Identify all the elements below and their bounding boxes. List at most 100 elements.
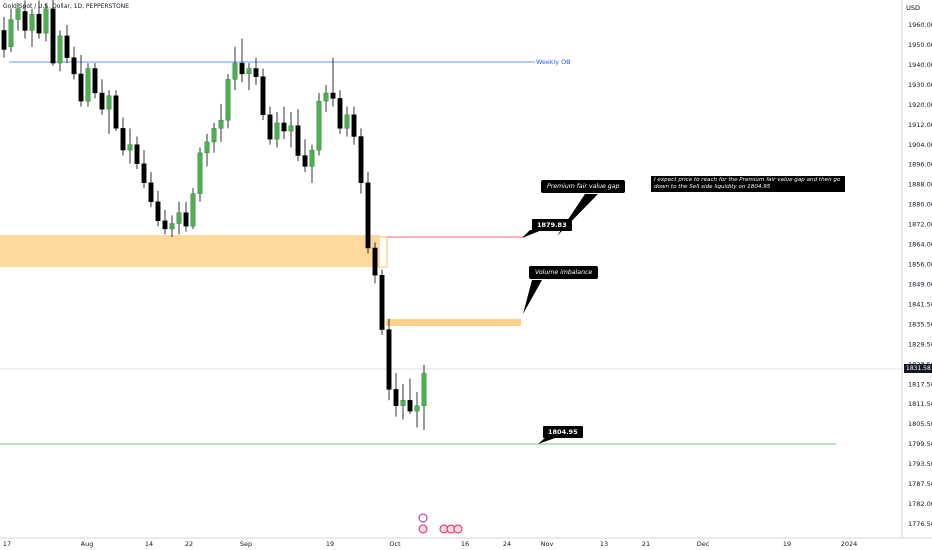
candle xyxy=(120,117,126,156)
candle-body xyxy=(295,125,301,156)
y-tick-label: 1856.00 xyxy=(908,261,932,269)
candle-body xyxy=(78,73,84,102)
candle-body xyxy=(134,144,140,164)
candle-body xyxy=(148,182,154,202)
x-tick-label: 24 xyxy=(503,540,511,548)
premium-fair-value-gap-zone xyxy=(0,235,379,267)
event-icons xyxy=(418,513,463,534)
candle-body xyxy=(407,400,413,412)
y-tick-label: 1782.00 xyxy=(908,500,932,508)
candle xyxy=(36,0,42,39)
candle-body xyxy=(64,35,70,58)
callout-pointers xyxy=(522,194,598,444)
flag-icon xyxy=(453,524,463,534)
candle-body xyxy=(316,100,322,151)
candle-body xyxy=(8,19,14,47)
candle-body xyxy=(274,122,280,140)
currency-label: USD xyxy=(906,4,920,12)
candle-body xyxy=(218,119,224,129)
candle-body xyxy=(50,8,56,64)
y-tick-label: 1904.00 xyxy=(908,141,932,149)
candle xyxy=(211,122,217,153)
y-tick-label: 1888.00 xyxy=(908,181,932,189)
candle-body xyxy=(358,136,364,183)
candle xyxy=(162,209,168,235)
candle-body xyxy=(386,329,392,390)
candle-body xyxy=(99,92,105,110)
candle xyxy=(253,57,259,85)
candle xyxy=(246,63,252,91)
candle-body xyxy=(22,11,28,31)
candle xyxy=(407,378,413,414)
candle xyxy=(358,128,364,194)
candle-body xyxy=(155,201,161,221)
candle xyxy=(260,68,266,121)
candle xyxy=(414,392,420,428)
candle xyxy=(267,106,273,145)
candle xyxy=(78,54,84,107)
candle-body xyxy=(393,389,399,406)
premium-zone-extension xyxy=(378,236,388,268)
target-price-pointer xyxy=(538,437,558,444)
candle-body xyxy=(414,405,420,412)
y-tick-label: 1841.50 xyxy=(908,300,932,308)
candle-body xyxy=(253,68,259,77)
x-tick-label: Sep xyxy=(240,540,252,548)
candle-body xyxy=(190,193,196,227)
x-tick-label: 13 xyxy=(600,540,608,548)
candle-body xyxy=(183,212,189,227)
candle xyxy=(274,112,280,148)
candle-body xyxy=(29,13,35,31)
candle xyxy=(57,30,63,72)
candle-body xyxy=(260,76,266,115)
x-tick-label: Dec xyxy=(697,540,710,548)
candle-body xyxy=(309,149,315,167)
candle xyxy=(15,3,21,31)
candle-body xyxy=(267,114,273,140)
candle xyxy=(127,128,133,164)
candle xyxy=(218,103,224,142)
candle-body xyxy=(351,114,357,137)
x-tick-label: 21 xyxy=(642,540,650,548)
candle-body xyxy=(232,62,238,80)
candle-body xyxy=(288,125,294,132)
candle xyxy=(337,90,343,134)
candle-body xyxy=(127,144,133,151)
y-tick-label: 1776.50 xyxy=(908,520,932,528)
x-tick-label: 19 xyxy=(783,540,791,548)
y-tick-label: 1930.00 xyxy=(908,81,932,89)
candle xyxy=(50,0,56,66)
flag-icon xyxy=(418,524,428,534)
candle xyxy=(43,3,49,42)
candle xyxy=(1,16,7,58)
x-tick-label: 19 xyxy=(326,540,334,548)
x-tick-label: 22 xyxy=(185,540,193,548)
candle-body xyxy=(141,163,147,183)
premium-price-pointer xyxy=(522,230,542,238)
candle xyxy=(204,133,210,167)
candle-body xyxy=(120,128,126,151)
candle xyxy=(302,139,308,172)
y-tick-label: 1793.50 xyxy=(908,460,932,468)
y-tick-label: 1912.00 xyxy=(908,121,932,129)
candle xyxy=(400,383,406,420)
target-price-tag: 1804.95 xyxy=(543,426,583,438)
candle-body xyxy=(330,92,336,99)
candle-body xyxy=(36,13,42,34)
candle-body xyxy=(365,182,371,249)
x-tick-label: 17 xyxy=(3,540,11,548)
candle-body xyxy=(113,95,119,129)
candle-body xyxy=(400,400,406,406)
y-tick-label: 1940.00 xyxy=(908,61,932,69)
weekly-ob-label: Weekly OB xyxy=(536,58,571,66)
y-tick-label: 1829.50 xyxy=(908,340,932,348)
candle-body xyxy=(162,220,168,230)
y-tick-label: 1805.50 xyxy=(908,420,932,428)
candle xyxy=(99,79,105,115)
candle-body xyxy=(372,247,378,276)
candle-body xyxy=(225,79,231,121)
x-tick-label: 2024 xyxy=(841,540,858,548)
analysis-note: I expect price to reach for the Premium … xyxy=(651,176,845,192)
